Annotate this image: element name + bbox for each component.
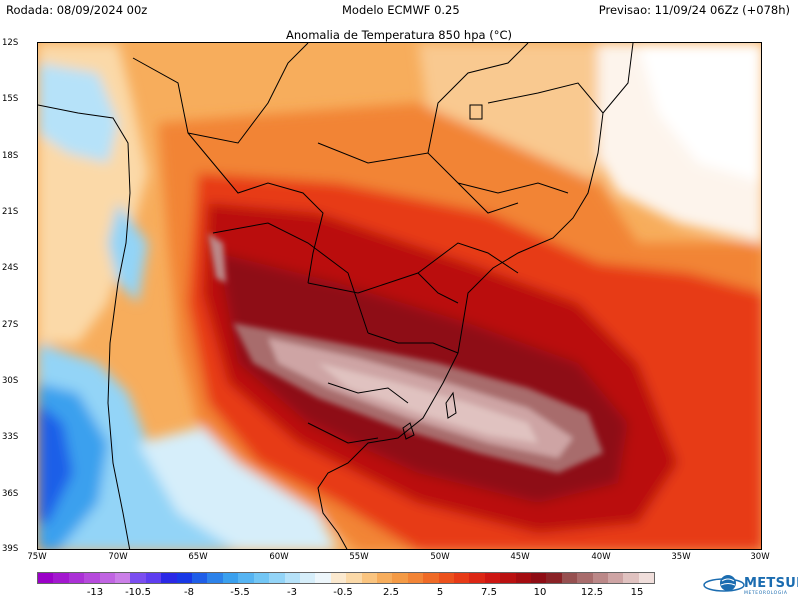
colorbar-label: -13 [86, 587, 104, 598]
colorbar-swatch [176, 573, 193, 583]
lat-label: 39S [2, 544, 19, 554]
lakes [402, 104, 483, 440]
lon-label: 60W [269, 552, 289, 562]
colorbar-swatch [161, 573, 177, 583]
colorbar-swatch [299, 573, 316, 583]
colorbar-swatch [315, 573, 331, 583]
lat-label: 33S [2, 432, 19, 442]
colorbar-swatch [561, 573, 578, 583]
colorbar-swatch [68, 573, 85, 583]
colorbar [37, 572, 655, 584]
political-boundaries [38, 43, 634, 549]
forecast-valid-label: Previsao: 11/09/24 06Zz (+078h) [598, 3, 790, 17]
colorbar-swatch [623, 573, 639, 583]
colorbar-swatch [284, 573, 300, 583]
colorbar-swatch [407, 573, 424, 583]
atlantic-coastline [317, 43, 634, 549]
lon-label: 75W [27, 552, 47, 562]
colorbar-label: -8 [184, 587, 194, 598]
colorbar-swatch [330, 573, 347, 583]
colorbar-swatch [346, 573, 362, 583]
colorbar-swatch [99, 573, 116, 583]
colorbar-swatch [222, 573, 239, 583]
lon-label: 65W [188, 552, 208, 562]
lon-label: 40W [591, 552, 611, 562]
colorbar-swatch [423, 573, 439, 583]
lat-label: 36S [2, 489, 19, 499]
colorbar-swatch [84, 573, 100, 583]
colorbar-swatch [638, 573, 655, 583]
colorbar-swatch [392, 573, 408, 583]
colorbar-swatch [238, 573, 254, 583]
colorbar-swatch [484, 573, 501, 583]
colorbar-swatch [145, 573, 162, 583]
pacific-coastline [38, 104, 131, 549]
lat-label: 21S [2, 207, 19, 217]
colorbar-swatch [592, 573, 609, 583]
colorbar-label: 7.5 [481, 587, 497, 598]
lon-label: 45W [510, 552, 530, 562]
colorbar-label: -0.5 [333, 587, 353, 598]
lat-label: 30S [2, 376, 19, 386]
colorbar-swatch [500, 573, 516, 583]
colorbar-label: 12.5 [580, 587, 604, 598]
colorbar-label: -5.5 [230, 587, 250, 598]
globe-icon [703, 575, 745, 592]
lon-label: 35W [671, 552, 691, 562]
colorbar-swatch [38, 573, 54, 583]
logo-subtitle: METEOROLOGIA [744, 591, 788, 596]
lat-label: 15S [2, 94, 19, 104]
colorbar-swatch [608, 573, 624, 583]
colorbar-label: 5 [436, 587, 444, 598]
colorbar-swatch [361, 573, 377, 583]
colorbar-label: 10 [533, 587, 547, 598]
colorbar-swatch [53, 573, 69, 583]
lat-label: 12S [2, 38, 19, 48]
lat-label: 18S [2, 151, 19, 161]
colorbar-swatch [192, 573, 208, 583]
temperature-anomaly-map [37, 42, 762, 550]
anomaly-maximum [208, 233, 603, 473]
colorbar-swatch [207, 573, 223, 583]
colorbar-swatch [469, 573, 485, 583]
lon-label: 30W [750, 552, 770, 562]
colorbar-swatch [546, 573, 562, 583]
colorbar-swatch [115, 573, 131, 583]
colorbar-swatch [130, 573, 146, 583]
run-date-label: Rodada: 08/09/2024 00z [6, 3, 148, 17]
colorbar-label: 2.5 [383, 587, 399, 598]
colorbar-swatch [577, 573, 593, 583]
colorbar-swatch [515, 573, 531, 583]
map-title: Anomalia de Temperatura 850 hpa (°C) [286, 28, 512, 42]
model-label: Modelo ECMWF 0.25 [342, 3, 460, 17]
lon-label: 55W [349, 552, 369, 562]
colorbar-label: -3 [287, 587, 297, 598]
logo-name: METSUL [744, 576, 798, 591]
lat-label: 27S [2, 320, 19, 330]
map-canvas [38, 43, 761, 549]
lat-label: 24S [2, 263, 19, 273]
lon-label: 70W [108, 552, 128, 562]
colorbar-swatch [438, 573, 454, 583]
colorbar-swatch [453, 573, 470, 583]
colorbar-swatch [253, 573, 270, 583]
colorbar-swatch [269, 573, 285, 583]
colorbar-swatch [531, 573, 547, 583]
colorbar-label: -10.5 [125, 587, 151, 598]
colorbar-label: 15 [630, 587, 644, 598]
lon-label: 50W [430, 552, 450, 562]
colorbar-swatch [376, 573, 393, 583]
